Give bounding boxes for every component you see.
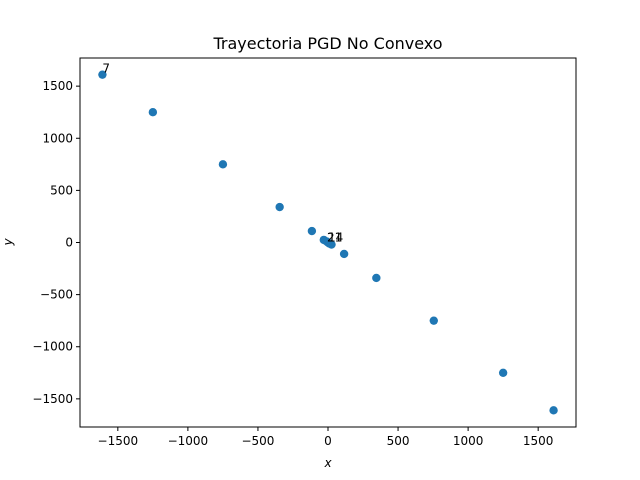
x-tick-label: 1500 (523, 434, 554, 448)
y-tick-label: −500 (40, 288, 73, 302)
data-point (372, 273, 381, 283)
point-annotation: 7 (102, 62, 110, 76)
y-tick-label: −1500 (32, 392, 73, 406)
x-tick-label: −1500 (98, 434, 139, 448)
y-axis-label: y (1, 238, 15, 247)
data-point (148, 108, 158, 117)
y-tick-label: −1000 (32, 340, 73, 354)
data-point (549, 406, 558, 415)
data-point (339, 249, 349, 259)
data-point (429, 316, 438, 325)
data-point (327, 240, 336, 249)
y-tick-label: 1500 (42, 79, 73, 93)
data-point (498, 368, 508, 377)
x-tick-label: 1000 (453, 434, 484, 448)
chart-title: Trayectoria PGD No Convexo (212, 34, 442, 53)
x-tick-label: 0 (324, 434, 332, 448)
data-point (307, 226, 317, 236)
data-point (275, 202, 284, 212)
data-point (218, 160, 228, 169)
x-axis-label: x (323, 456, 332, 470)
x-tick-label: 500 (387, 434, 410, 448)
y-tick-label: 0 (65, 236, 73, 250)
y-axis: −1500 −1000 −500 0 500 1000 1500 (32, 79, 80, 406)
data-point (98, 70, 107, 79)
y-tick-label: 1000 (42, 131, 73, 145)
x-tick-label: −500 (241, 434, 274, 448)
point-annotation: 14 (328, 231, 343, 245)
x-tick-label: −1000 (168, 434, 209, 448)
x-axis: −1500 −1000 −500 0 500 1000 1500 (98, 427, 554, 448)
y-tick-label: 500 (50, 183, 73, 197)
point-annotation: 21 (327, 231, 342, 245)
